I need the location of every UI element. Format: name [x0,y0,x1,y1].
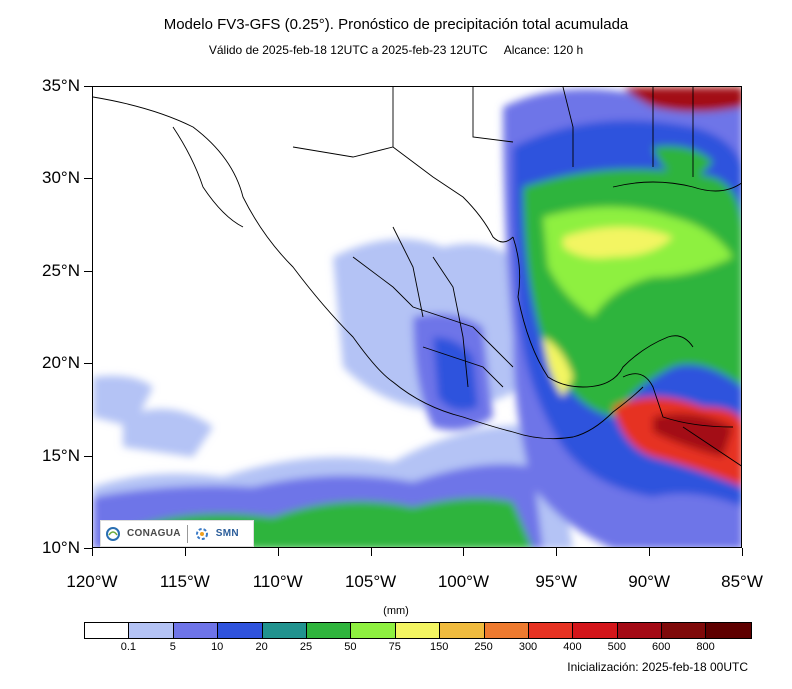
initialization-time: Inicialización: 2025-feb-18 00UTC [567,660,748,674]
lon-label: 95°W [535,572,578,591]
colorbar-level-label: 5 [169,641,176,653]
lon-tick [370,548,372,556]
colorbar-swatch [706,623,751,638]
lon-tick [742,548,743,556]
valid-period: Válido de 2025-feb-18 12UTC a 2025-feb-2… [208,43,488,57]
colorbar-swatch [573,623,618,638]
colorbar-level-label: 50 [344,641,357,653]
us-mexico-border [292,146,514,243]
colorbar-level-label: 150 [430,641,449,653]
lat-tick [84,363,92,365]
lon-tick [184,548,186,556]
lat-tick [84,86,92,87]
precip-region-central-strong [433,337,478,411]
smn-logo-icon [195,527,208,540]
precipitation-map [92,86,742,548]
pacific-coastline [93,96,644,440]
lat-label: 10°N [42,538,80,557]
gulf-coastline [512,236,694,388]
colorbar-swatch [528,623,574,638]
colorbar-level-label: 600 [652,641,671,653]
colorbar-level-label: 800 [696,641,715,653]
colorbar-level-label: 400 [563,641,582,653]
central-america-coast [682,426,741,467]
colorbar-swatch [351,623,396,638]
precip-region-honduras-extreme [653,413,733,457]
lat-label: 35°N [42,76,80,95]
colorbar-level-label: 20 [255,641,268,653]
lat-label: 20°N [42,353,80,373]
colorbar-swatch [395,623,441,638]
lon-label: 85°W [721,572,763,591]
legend-unit: (mm) [383,605,409,617]
lat-label: 15°N [42,445,80,465]
lat-label: 25°N [42,260,80,280]
lon-label: 105°W [344,572,397,591]
conagua-logo-icon [106,526,120,541]
mexico-state-border-3 [432,256,469,388]
lon-tick [92,548,93,556]
us-state-border-2 [472,87,514,143]
lon-label: 100°W [437,572,490,591]
precip-region-west-light-2 [123,409,213,457]
colorbar-swatch [662,623,707,638]
colorbar-swatch [218,623,263,638]
central-america-border [622,373,734,428]
colorbar-level-label: 75 [388,641,401,653]
lat-tick [84,270,92,272]
mexico-state-border-1 [352,256,514,368]
lon-tick [463,548,465,556]
colorbar-level-label: 10 [211,641,224,653]
smn-logo-text: SMN [215,528,239,539]
logo-divider [186,524,188,543]
map-canvas [93,87,741,547]
colorbar-swatch [85,623,130,638]
colorbar-swatch [262,623,307,638]
colorbar-swatch [617,623,663,638]
baja-california-east-coast [172,126,244,228]
logos-panel: CONAGUA SMN [100,520,254,547]
colorbar-level-label: 300 [518,641,538,653]
colorbar-swatch [484,623,529,638]
colorbar-swatch [306,623,352,638]
us-state-border-3 [562,87,574,167]
conagua-logo-text: CONAGUA [127,528,181,539]
lat-tick [84,455,92,457]
lon-tick [277,548,279,556]
lon-tick [556,548,558,556]
map-title: Modelo FV3-GFS (0.25°). Pronóstico de pr… [163,16,629,33]
colorbar-swatch [129,623,174,638]
lon-label: 90°W [628,572,671,591]
precip-region-north-extreme [623,87,741,112]
colorbar-level-label: 25 [299,641,313,653]
us-gulf-coast [612,181,741,192]
lon-label: 110°W [252,572,303,591]
forecast-range: Alcance: 120 h [503,43,584,57]
lon-tick [649,548,651,556]
colorbar-level-label: 0.1 [120,641,137,653]
map-borders [93,87,741,467]
colorbar-swatch [173,623,219,638]
colorbar-level-label: 250 [474,641,493,653]
precip-region-texas-heavy [653,146,713,182]
colorbar-swatch [440,623,485,638]
precip-colorbar [84,622,752,639]
lat-tick [84,178,92,180]
map-subtitle: Válido de 2025-feb-18 12UTC a 2025-feb-2… [0,43,792,57]
precip-region-veracruz-extreme [543,337,573,397]
lat-label: 30°N [42,168,80,188]
mexico-state-border-4 [422,346,504,388]
lon-label: 115°W [159,572,210,591]
lat-tick [84,548,92,549]
precip-region-gulf-extreme [563,227,673,259]
colorbar-level-label: 500 [607,641,626,653]
lon-label: 120°W [66,572,118,591]
mexico-state-border-2 [392,226,424,318]
